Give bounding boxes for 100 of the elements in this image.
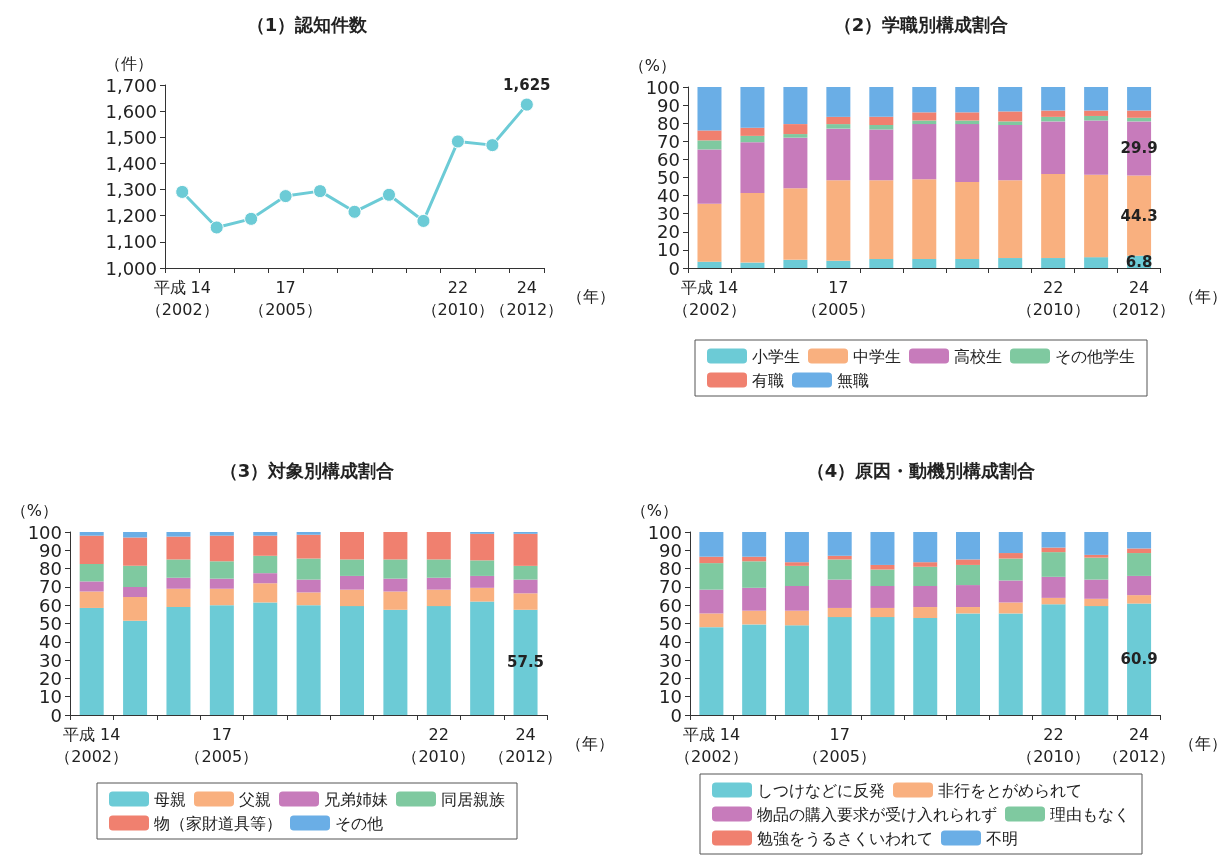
bar [870, 617, 895, 715]
chart-title: （4）原因・動機別構成割合 [806, 459, 1036, 481]
bar [913, 532, 938, 563]
legend-label: 母親 [154, 789, 186, 809]
bar [742, 610, 767, 625]
bar [956, 585, 980, 608]
bar [870, 607, 895, 618]
x-tick-label: 17 （2005） [802, 277, 875, 319]
y-axis-title: （%） [10, 500, 58, 520]
bar [253, 555, 278, 574]
bar [383, 591, 408, 610]
y-tick-label: 1,500 [105, 126, 157, 148]
bar [1041, 173, 1066, 259]
bar [1041, 532, 1066, 548]
bar [998, 87, 1023, 112]
bar [998, 125, 1023, 181]
bar [827, 559, 852, 580]
bar [253, 535, 278, 556]
bar [998, 553, 1023, 559]
chart-title: （2）学職別構成割合 [833, 13, 1009, 35]
legend-label: 父親 [239, 789, 271, 809]
bar [827, 532, 852, 556]
bar [784, 585, 809, 611]
bar [740, 262, 765, 268]
bar [1041, 604, 1066, 715]
bar [912, 112, 937, 121]
bar [1084, 87, 1109, 111]
legend-label: 物品の購入要求が受け入れられず [757, 804, 997, 824]
bar [699, 563, 724, 590]
bar [955, 120, 980, 125]
bar [340, 559, 365, 576]
bar [1084, 257, 1109, 268]
y-tick-label: 50 [659, 613, 682, 634]
bar [784, 562, 809, 566]
bar [783, 188, 808, 260]
bar [1127, 595, 1152, 604]
legend-label: 非行をとがめられて [938, 780, 1082, 800]
bar [1127, 532, 1152, 549]
bar [826, 260, 851, 268]
bar [340, 575, 365, 590]
bar [1084, 532, 1109, 555]
bar [470, 575, 495, 588]
x-axis-title: （年） [1179, 286, 1228, 306]
bar [697, 140, 722, 150]
bar [870, 585, 895, 608]
bar [123, 565, 148, 587]
bar [998, 602, 1023, 614]
x-tick-label: 平成 14 （2002） [673, 277, 746, 319]
bar [79, 591, 104, 608]
bar [340, 606, 365, 715]
bar [79, 564, 104, 582]
x-tick-label: 17 （2005） [185, 724, 259, 766]
y-tick-label: 1,700 [105, 74, 157, 96]
bar [869, 258, 894, 268]
legend-label: 小学生 [752, 346, 800, 366]
bar [956, 607, 980, 614]
bar [827, 617, 852, 715]
bar [296, 534, 321, 559]
bar [1041, 87, 1066, 111]
bar [699, 589, 724, 614]
x-axis-title: （年） [567, 286, 616, 306]
bar [870, 569, 895, 586]
point [519, 97, 534, 112]
bar [123, 537, 148, 566]
bar [783, 259, 808, 268]
point [175, 184, 190, 199]
bar [166, 588, 191, 608]
bar [699, 532, 724, 557]
bar [426, 577, 451, 590]
bar [869, 116, 894, 126]
legend-label: 高校生 [954, 346, 1002, 366]
bar [998, 180, 1023, 259]
bar [209, 532, 234, 536]
y-tick-label: 1,100 [105, 231, 157, 253]
legend-label: 勉強をうるさくいわれて [757, 828, 933, 848]
bar [1127, 110, 1152, 118]
bar [784, 625, 809, 715]
bar [742, 561, 767, 588]
bar [79, 581, 104, 592]
x-tick-label: 24 （2012） [489, 724, 562, 766]
y-tick-label: 1,000 [105, 257, 157, 279]
bar [912, 258, 937, 268]
bar [123, 586, 148, 597]
bar [1084, 110, 1109, 116]
legend-label: 理由もなく [1050, 804, 1130, 824]
y-axis-title: （%） [630, 500, 678, 520]
bar [955, 182, 980, 259]
bar [470, 587, 495, 602]
bar [426, 589, 451, 607]
x-tick-label: 平成 14 （2002） [55, 724, 129, 766]
bar [426, 606, 451, 715]
bar [869, 125, 894, 130]
bar [697, 261, 722, 268]
data-label: 1,625 [503, 76, 551, 95]
bar [826, 87, 851, 117]
bar [869, 129, 894, 181]
bar [470, 533, 495, 561]
bar [383, 609, 408, 715]
bar [826, 180, 851, 261]
x-tick-label: 平成 14 （2002） [145, 277, 219, 319]
